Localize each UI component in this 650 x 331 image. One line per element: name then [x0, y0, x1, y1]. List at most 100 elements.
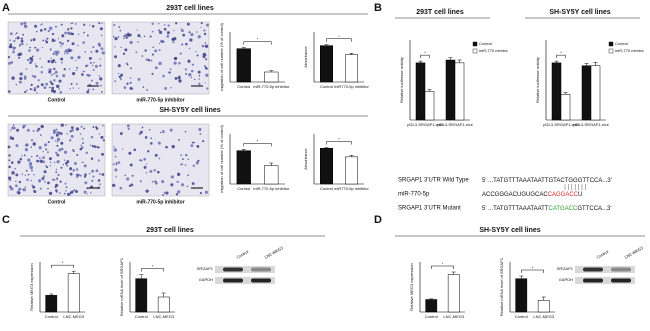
legend-swatch: [472, 48, 478, 54]
cell: [176, 180, 179, 184]
cell: [197, 159, 200, 162]
cell: [52, 59, 56, 62]
cell: [19, 157, 23, 161]
cell: [59, 192, 61, 194]
cell: [26, 128, 30, 132]
blot-strip: [215, 266, 275, 273]
cell: [91, 169, 94, 173]
section-title: SH-SY5Y cell lines: [549, 9, 610, 16]
cell: [197, 70, 201, 74]
cell: [39, 160, 41, 162]
significance-bracket: [521, 269, 544, 273]
significance-bracket: [326, 38, 352, 42]
cell: [151, 72, 154, 75]
cell: [83, 175, 87, 178]
x-tick-label: pGL3-SRGAP1-wild: [407, 122, 443, 127]
cell: [8, 159, 11, 162]
cell: [60, 141, 64, 145]
cell: [52, 131, 56, 135]
cell: [75, 168, 79, 171]
cell: [87, 88, 90, 91]
cell: [9, 32, 13, 36]
cell: [69, 139, 72, 142]
cell: [63, 159, 66, 161]
cell: [19, 76, 23, 81]
bar: [590, 65, 601, 121]
cell: [117, 161, 121, 164]
cell: [169, 128, 173, 132]
significance-mark: *: [62, 260, 64, 265]
cell: [60, 57, 64, 61]
cell: [73, 150, 75, 153]
cell: [21, 155, 23, 157]
cell: [171, 145, 175, 149]
cell: [44, 143, 48, 147]
sequence-part: CATGACC: [548, 206, 578, 212]
cell: [140, 36, 142, 38]
cell: [66, 164, 69, 167]
cell: [40, 83, 44, 87]
cell: [91, 64, 94, 67]
cell: [80, 146, 84, 149]
cell: [159, 131, 162, 134]
y-axis-label: migration of cell number (% of control): [219, 125, 224, 193]
cell: [60, 132, 62, 135]
cell: [32, 142, 36, 146]
cell: [144, 136, 148, 139]
cell: [24, 186, 27, 188]
cell: [63, 68, 66, 71]
cell: [182, 33, 186, 37]
cell: [157, 141, 161, 145]
cell: [89, 61, 92, 64]
panel-label: C: [2, 214, 10, 226]
cell: [69, 172, 73, 176]
cell: [10, 61, 14, 64]
cell: [164, 86, 167, 90]
cell: [9, 179, 11, 182]
cell: [17, 53, 21, 57]
cell: [120, 46, 122, 49]
cell: [118, 75, 122, 79]
cell: [130, 67, 132, 70]
cell: [190, 144, 194, 148]
cell: [204, 190, 208, 194]
cell: [15, 144, 19, 148]
cell: [92, 46, 95, 48]
cell: [114, 37, 118, 41]
cell: [133, 148, 136, 152]
cell: [192, 164, 195, 167]
cell: [136, 29, 138, 31]
cell: [54, 185, 57, 189]
cell: [100, 135, 104, 139]
band: [583, 278, 603, 283]
cell: [18, 180, 22, 184]
cell: [85, 151, 89, 155]
cell: [58, 148, 62, 152]
cell: [84, 181, 88, 185]
cell: [176, 172, 181, 176]
cell: [178, 61, 181, 65]
cell: [12, 46, 15, 49]
cell: [66, 52, 69, 55]
cell: [99, 183, 101, 185]
x-tick-label: Control: [135, 314, 148, 319]
cell: [34, 46, 37, 49]
cell: [49, 86, 51, 89]
cell: [59, 180, 62, 183]
significance-mark: *: [257, 138, 259, 143]
cell: [20, 39, 24, 43]
cell: [27, 58, 29, 61]
cell: [118, 26, 121, 29]
bar: [445, 59, 456, 121]
significance-mark: *: [152, 264, 154, 269]
cell: [9, 129, 12, 131]
cell: [72, 170, 75, 172]
legend-swatch: [608, 48, 614, 54]
cell: [100, 90, 103, 93]
cell: [129, 81, 132, 85]
sequence: ACCGGGACUGUGCACCAGGACCU: [482, 192, 582, 198]
cell: [165, 191, 169, 195]
cell: [56, 131, 60, 135]
cell: [100, 84, 102, 87]
cell: [52, 52, 55, 55]
